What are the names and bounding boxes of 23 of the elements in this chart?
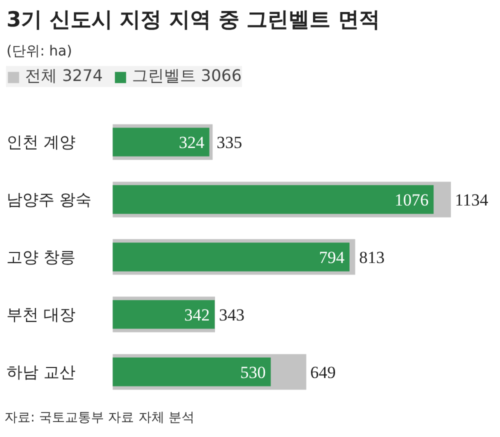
bar [112,185,434,214]
data-label: 530 [240,362,266,382]
data-label: 1076 [394,190,429,210]
data-label: 343 [219,305,245,324]
y-tick-label: 하남 교산 [6,362,76,382]
text: 자료: 국토교통부 자료 자체 분석 [4,410,194,426]
chart-subtitle: (단위: ha) [6,44,72,60]
legend-label: 그린벨트 3066 [132,66,242,87]
data-label: 813 [359,248,385,267]
bar [112,242,350,272]
bar [112,358,271,386]
data-label: 324 [178,133,205,152]
data-label: 649 [310,362,336,382]
data-label: 1134 [454,190,489,210]
y-tick-label: 고양 창릉 [6,247,76,266]
data-label: 794 [319,248,346,267]
y-tick-label: 남양주 왕숙 [6,190,92,210]
data-label: 335 [216,133,242,152]
data-label: 342 [184,305,210,324]
chart-title: 3기 신도시 지정 지역 중 그린벨트 면적 [6,8,380,32]
y-tick-label: 인천 계양 [6,132,76,152]
legend-label: 전체 3274 [25,66,103,87]
y-tick-label: 부천 대장 [6,304,76,324]
